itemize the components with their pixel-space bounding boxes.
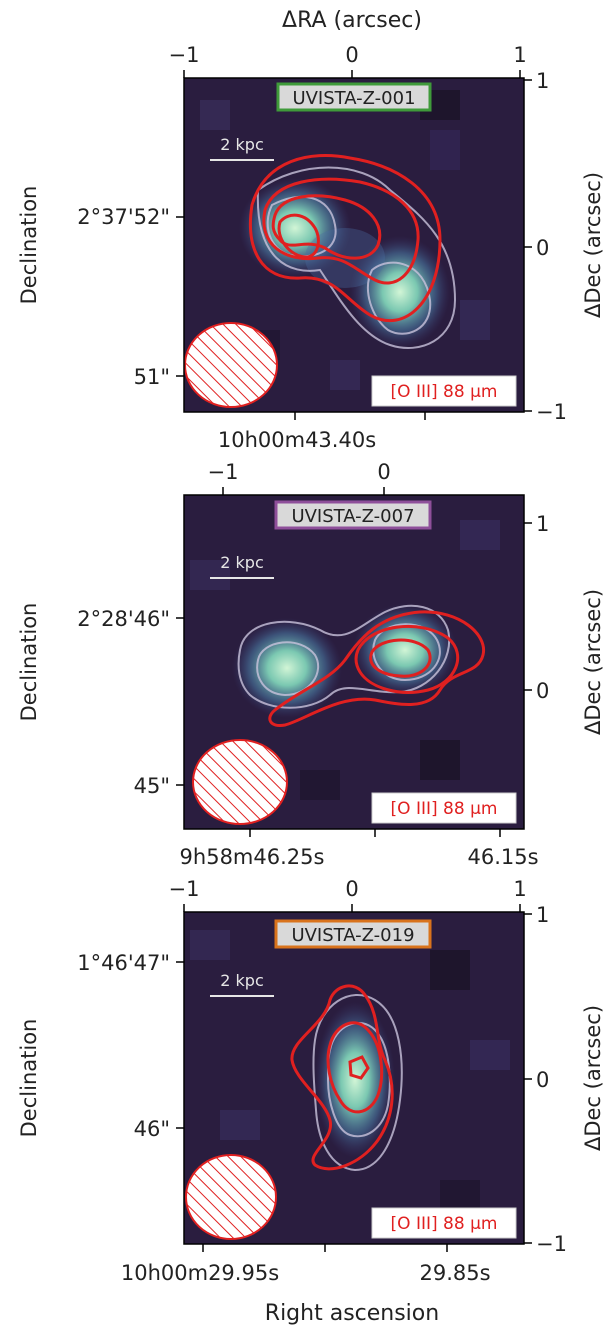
left-axis (176, 216, 184, 377)
source-label: UVISTA-Z-001 (292, 88, 415, 109)
line-label: [O III] 88 μm (391, 1214, 498, 1234)
continuum-contour (256, 166, 457, 349)
line-label-box (371, 1207, 517, 1239)
oiii-contour (290, 984, 394, 1171)
right-tick-label: 1 (536, 903, 549, 927)
oiii-contour (348, 1055, 370, 1080)
top-tick-label: −1 (169, 877, 200, 901)
source-label-box (274, 919, 432, 949)
scalebar-label: 2 kpc (220, 971, 263, 990)
line-label-box (371, 792, 517, 824)
oiii-contour (354, 624, 460, 694)
bottom-axis (202, 1244, 448, 1252)
bottom-axis (249, 829, 501, 837)
panel-uvista-z-001: 2 kpc UVISTA-Z-001 [O III] 88 μm −1 0 1 … (17, 43, 605, 452)
source-label: UVISTA-Z-019 (291, 925, 414, 946)
left-ylabel: Declination (17, 186, 41, 305)
continuum-contour (372, 623, 441, 682)
bottom-tick-label: 29.85s (419, 1261, 490, 1285)
top-tick-label: 1 (513, 877, 526, 901)
right-tick-label: 0 (536, 1068, 549, 1092)
left-ylabel: Declination (17, 603, 41, 722)
left-axis (176, 617, 184, 786)
continuum-contour (312, 994, 403, 1172)
scalebar-label: 2 kpc (220, 135, 263, 154)
left-tick-label: 2°37'52" (77, 205, 170, 229)
line-label: [O III] 88 μm (391, 382, 498, 402)
continuum-contour (326, 1021, 391, 1138)
bottom-tick-label: 9h58m46.25s (180, 845, 325, 869)
right-tick-label: 1 (536, 512, 549, 536)
left-ylabel: Declination (17, 1019, 41, 1138)
beam-ellipse (184, 322, 278, 408)
beam-ellipse (185, 1154, 277, 1240)
line-label-box (371, 375, 517, 407)
oiii-contour (277, 213, 320, 259)
oiii-contour (271, 194, 382, 260)
top-tick-label: 0 (345, 877, 358, 901)
right-tick-label: −1 (536, 1232, 567, 1256)
top-axis (183, 904, 521, 912)
right-axis (524, 79, 532, 412)
bottom-tick-label: 46.15s (467, 845, 538, 869)
source-label-box (274, 500, 432, 530)
continuum-contour (367, 261, 432, 335)
oiii-contour (369, 638, 432, 678)
right-axis (524, 522, 532, 691)
continuum-contour (237, 604, 451, 709)
top-tick-label: 0 (345, 43, 358, 67)
left-tick-label: 45" (134, 774, 170, 798)
top-axis (183, 70, 521, 78)
top-xlabel: ΔRA (arcsec) (282, 8, 422, 33)
bottom-xlabel: Right ascension (265, 1301, 439, 1326)
oiii-contour (249, 154, 442, 322)
emission-blob-2 (353, 604, 457, 696)
panel-uvista-z-007: 2 kpc UVISTA-Z-007 [O III] 88 μm −1 0 1 … (17, 460, 605, 869)
map-image: 2 kpc (184, 495, 524, 829)
right-ylabel: ΔDec (arcsec) (581, 172, 605, 318)
emission-blob-2 (350, 236, 450, 348)
source-label: UVISTA-Z-007 (291, 506, 414, 527)
right-axis (524, 913, 532, 1244)
left-tick-label: 51" (134, 365, 170, 389)
panel-uvista-z-019: 2 kpc UVISTA-Z-019 [O III] 88 μm −1 0 1 … (17, 877, 605, 1285)
top-axis (222, 487, 385, 495)
oiii-contour (268, 610, 486, 728)
oiii-contour (262, 177, 420, 285)
line-label: [O III] 88 μm (391, 799, 498, 819)
emission-blob-1 (232, 618, 342, 718)
right-tick-label: −1 (536, 400, 567, 424)
left-axis (176, 961, 184, 1129)
top-tick-label: −1 (208, 460, 239, 484)
oiii-contour (326, 1021, 384, 1114)
scalebar-label: 2 kpc (220, 553, 263, 572)
right-tick-label: 1 (536, 69, 549, 93)
top-tick-label: 0 (377, 460, 390, 484)
bottom-tick-label: 10h00m43.40s (218, 428, 376, 452)
left-tick-label: 46" (134, 1117, 170, 1141)
map-image: 2 kpc (184, 912, 524, 1244)
top-tick-label: 1 (513, 43, 526, 67)
beam-ellipse (192, 739, 288, 825)
right-ylabel: ΔDec (arcsec) (581, 1005, 605, 1151)
bottom-axis (294, 412, 426, 420)
right-tick-label: 0 (536, 679, 549, 703)
bottom-tick-label: 10h00m29.95s (121, 1261, 279, 1285)
right-ylabel: ΔDec (arcsec) (581, 589, 605, 735)
continuum-contour (256, 641, 320, 697)
left-tick-label: 1°46'47" (77, 951, 170, 975)
map-image: 2 kpc (184, 78, 524, 412)
right-tick-label: 0 (536, 236, 549, 260)
top-tick-label: −1 (169, 43, 200, 67)
left-tick-label: 2°28'46" (77, 607, 170, 631)
source-label-box (276, 82, 432, 112)
